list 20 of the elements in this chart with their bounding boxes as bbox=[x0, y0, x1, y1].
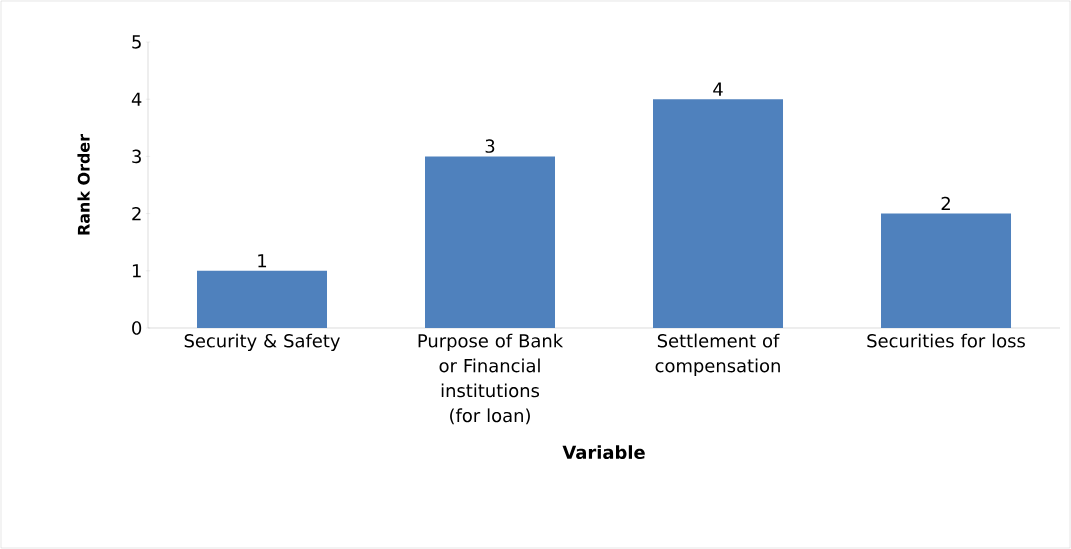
x-tick-label: Settlement of compensation bbox=[655, 333, 780, 376]
x-tick-label: Security & Safety bbox=[184, 333, 340, 351]
y-tick-label: 1 bbox=[132, 264, 141, 278]
y-tick-label: 5 bbox=[132, 35, 141, 49]
x-tick-label: Securities for loss bbox=[867, 333, 1025, 348]
x-axis-title: Variable bbox=[562, 445, 645, 460]
y-tick-label: 2 bbox=[132, 206, 141, 221]
y-tick-label: 0 bbox=[132, 321, 142, 335]
y-tick-label: 4 bbox=[131, 92, 142, 106]
data-label: 3 bbox=[485, 139, 495, 153]
bar bbox=[197, 270, 327, 328]
bar bbox=[425, 156, 555, 328]
data-label: 1 bbox=[258, 254, 267, 268]
y-axis-title: Rank Order bbox=[77, 134, 90, 235]
data-label: 4 bbox=[713, 82, 723, 96]
data-label: 2 bbox=[941, 196, 950, 211]
bar bbox=[881, 213, 1012, 328]
y-tick-label: 3 bbox=[132, 149, 141, 164]
bar bbox=[653, 99, 784, 328]
x-tick-label: Purpose of Bank or Financial institutions (for loan) bbox=[418, 333, 564, 425]
